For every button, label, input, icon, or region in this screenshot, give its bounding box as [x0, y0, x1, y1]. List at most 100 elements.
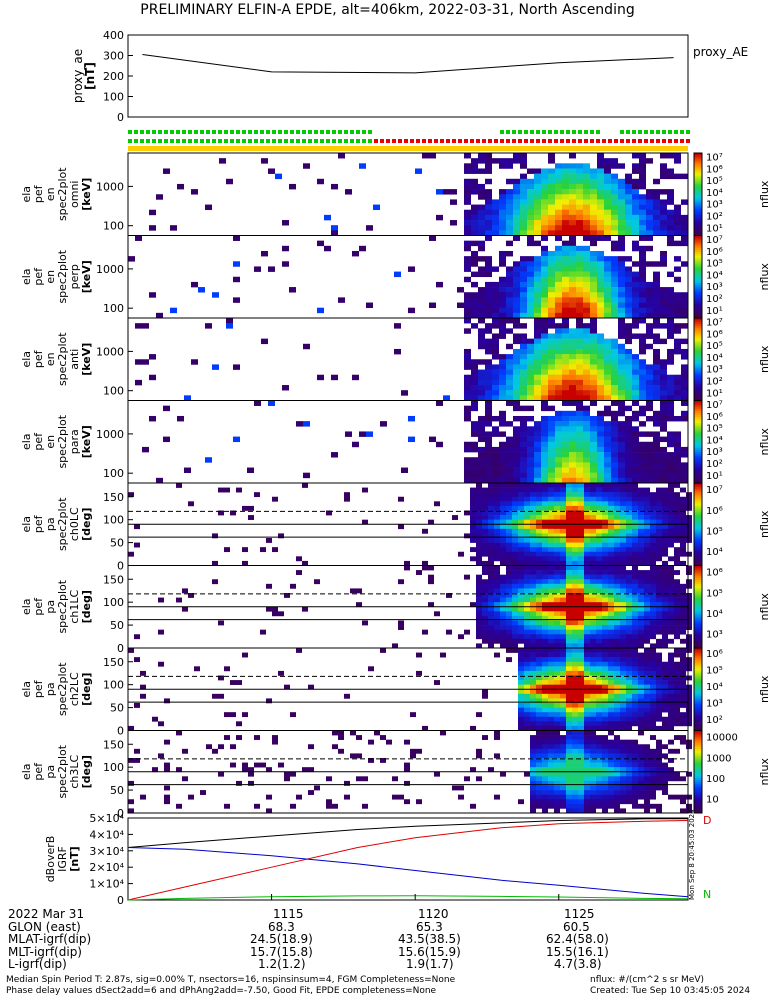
pa-pixel: [566, 748, 572, 754]
pa-pixel: [524, 643, 530, 649]
pa-pixel: [494, 501, 500, 507]
pa-pixel: [236, 721, 242, 727]
colorbar-cell: [694, 433, 702, 436]
spectrogram-pixel: [569, 374, 576, 381]
spectrogram-pixel: [632, 183, 639, 190]
pa-pixel: [554, 666, 560, 672]
spectrogram-pixel: [583, 266, 590, 272]
spectrogram-pixel: [394, 323, 401, 329]
pa-pixel: [308, 767, 314, 773]
pa-pixel: [572, 570, 578, 575]
spectrogram-pixel: [527, 281, 534, 288]
pa-pixel: [674, 533, 680, 539]
pa-pixel: [662, 606, 668, 612]
spectrogram-pixel: [660, 452, 667, 458]
pa-pixel: [548, 730, 554, 736]
pa-pixel: [362, 803, 368, 809]
pa-pixel: [674, 680, 680, 685]
pa-pixel: [650, 721, 656, 727]
pa-pixel: [542, 496, 548, 502]
spectrogram-pixel: [583, 410, 590, 417]
spectrogram-pixel: [520, 426, 527, 432]
spectrogram-pixel: [576, 220, 583, 226]
pa-pixel: [608, 767, 614, 773]
pa-pixel: [614, 492, 620, 498]
pa-pixel: [656, 707, 662, 713]
spectrogram-pixel: [513, 477, 520, 484]
pa-pixel: [584, 648, 590, 653]
pa-pixel: [524, 620, 530, 626]
spectrogram-pixel: [576, 168, 583, 174]
colorbar-cell: [694, 400, 702, 403]
pa-pixel: [416, 570, 422, 575]
pa-pixel: [488, 551, 494, 557]
pa-pixel: [638, 547, 644, 553]
pa-pixel: [668, 684, 674, 690]
spectrogram-pixel: [660, 307, 667, 314]
spectrogram-pixel: [611, 436, 618, 443]
spectrogram-pixel: [464, 457, 471, 463]
colorbar-cell: [694, 303, 702, 307]
pa-pixel: [686, 684, 692, 690]
spectrogram-pixel: [597, 209, 604, 216]
pa-pixel: [608, 547, 614, 553]
pa-pixel: [590, 560, 596, 566]
spectrogram-pixel: [618, 204, 625, 211]
pa-pixel: [578, 735, 584, 740]
pa-pixel: [560, 570, 566, 575]
spectrogram-pixel: [177, 415, 184, 422]
pa-pixel: [620, 496, 626, 502]
colorbar-cell: [694, 577, 702, 581]
status-mark: [620, 139, 624, 143]
pa-pixel: [650, 615, 656, 621]
pa-pixel: [548, 515, 554, 520]
pa-pixel: [230, 712, 236, 718]
status-mark: [266, 139, 270, 143]
pa-pixel: [656, 670, 662, 676]
spectrogram-pixel: [604, 266, 611, 272]
spectrogram-pixel: [282, 261, 289, 267]
pa-pixel: [542, 780, 548, 786]
spectrogram-pixel: [478, 472, 485, 479]
pa-pixel: [584, 803, 590, 809]
pa-pixel: [524, 593, 530, 598]
spectrogram-pixel: [576, 333, 583, 339]
status-mark: [608, 139, 612, 143]
pa-pixel: [560, 533, 566, 539]
pa-pixel: [158, 629, 164, 635]
pa-pixel: [602, 556, 608, 562]
pa-pixel: [644, 758, 650, 763]
spectrogram-pixel: [597, 348, 604, 355]
pa-pixel: [608, 483, 614, 488]
pa-pixel: [626, 790, 632, 795]
footer-val: 15.7(15.8): [250, 944, 313, 959]
spectrogram-pixel: [520, 343, 527, 350]
pa-pixel: [536, 505, 542, 511]
spectrogram-pixel: [604, 214, 611, 221]
spectrogram-pixel: [604, 276, 611, 283]
spectrogram-pixel: [499, 472, 506, 479]
spectrogram-pixel: [625, 446, 632, 453]
pa-pixel: [476, 625, 482, 630]
pa-pixel: [626, 487, 632, 493]
spectrogram-pixel: [506, 240, 513, 247]
pa-pixel: [548, 547, 554, 553]
spectrogram-pixel: [639, 230, 646, 236]
pa-pixel: [608, 785, 614, 791]
pa-pixel: [566, 790, 572, 795]
spectrogram-pixel: [583, 225, 590, 231]
colorbar-cell: [694, 714, 702, 717]
pa-pixel: [572, 551, 578, 557]
spectrogram-pixel: [485, 168, 492, 174]
spectrogram-pixel: [471, 214, 478, 221]
pa-pixel: [530, 716, 536, 722]
pa-pixel: [638, 496, 644, 502]
spectrogram-pixel: [583, 256, 590, 262]
footer-val: 65.3: [416, 919, 443, 934]
pa-pixel: [554, 771, 560, 777]
pa-pixel: [656, 556, 662, 562]
pa-pixel: [578, 570, 584, 575]
pa-pixel: [602, 803, 608, 809]
spectrogram-pixel: [464, 199, 471, 205]
pa-pixel: [572, 492, 578, 498]
